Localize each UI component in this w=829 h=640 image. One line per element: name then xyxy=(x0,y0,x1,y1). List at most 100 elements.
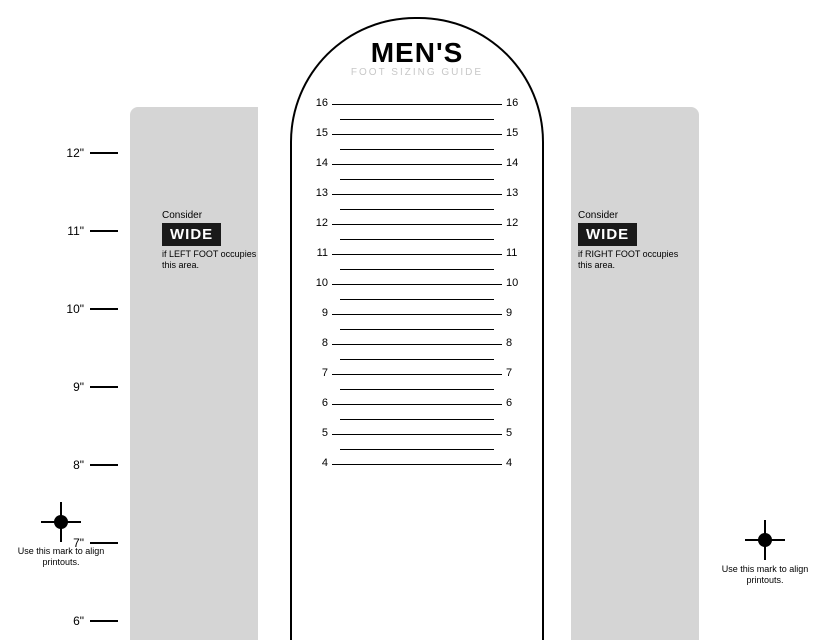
size-label-right: 14 xyxy=(506,157,530,169)
size-row: 77 xyxy=(292,374,542,389)
size-row: 1515 xyxy=(292,134,542,149)
wide-callout-right: Consider WIDE if RIGHT FOOT occupies thi… xyxy=(578,210,688,272)
wide-callout-left: Consider WIDE if LEFT FOOT occupies this… xyxy=(162,210,272,272)
ruler-tick: 11" xyxy=(90,230,118,232)
consider-label: Consider xyxy=(162,210,272,221)
size-line xyxy=(332,134,502,135)
size-row: 55 xyxy=(292,434,542,449)
subtitle: FOOT SIZING GUIDE xyxy=(292,67,542,78)
wide-panel-left xyxy=(130,107,258,640)
size-row: 1616 xyxy=(292,104,542,119)
crosshair-icon xyxy=(41,502,81,542)
foot-outline: MEN'S FOOT SIZING GUIDE 1616151514141313… xyxy=(290,17,544,640)
size-label-left: 8 xyxy=(304,337,328,349)
size-label-right: 5 xyxy=(506,427,530,439)
size-line xyxy=(332,224,502,225)
ruler-label: 10" xyxy=(66,302,84,316)
size-label-left: 12 xyxy=(304,217,328,229)
align-text: Use this mark to align printouts. xyxy=(720,564,810,586)
size-row-half xyxy=(292,239,542,254)
size-row-half xyxy=(292,149,542,164)
size-row-half xyxy=(292,269,542,284)
title: MEN'S xyxy=(292,37,542,69)
size-line xyxy=(332,254,502,255)
size-line xyxy=(332,104,502,105)
size-row: 99 xyxy=(292,314,542,329)
size-row-half xyxy=(292,209,542,224)
wide-badge: WIDE xyxy=(578,223,637,246)
size-half-line xyxy=(340,419,494,420)
ruler-tick: 10" xyxy=(90,308,118,310)
size-row: 44 xyxy=(292,464,542,479)
wide-blurb-right: if RIGHT FOOT occupies this area. xyxy=(578,249,688,272)
size-half-line xyxy=(340,359,494,360)
size-half-line xyxy=(340,329,494,330)
size-row: 66 xyxy=(292,404,542,419)
size-row-half xyxy=(292,119,542,134)
size-row: 1111 xyxy=(292,254,542,269)
size-line xyxy=(332,344,502,345)
ruler-tick: 12" xyxy=(90,152,118,154)
size-half-line xyxy=(340,149,494,150)
size-row: 1212 xyxy=(292,224,542,239)
size-label-right: 7 xyxy=(506,367,530,379)
size-label-right: 10 xyxy=(506,277,530,289)
foot-sizing-guide: 12"11"10"9"8"7"6" MEN'S FOOT SIZING GUID… xyxy=(0,0,829,640)
size-label-right: 4 xyxy=(506,457,530,469)
consider-label: Consider xyxy=(578,210,688,221)
size-row: 1313 xyxy=(292,194,542,209)
ruler-tick: 9" xyxy=(90,386,118,388)
size-label-left: 11 xyxy=(304,247,328,259)
size-label-right: 12 xyxy=(506,217,530,229)
wide-blurb-left: if LEFT FOOT occupies this area. xyxy=(162,249,272,272)
size-row-half xyxy=(292,419,542,434)
size-row-half xyxy=(292,179,542,194)
size-row-half xyxy=(292,359,542,374)
size-line xyxy=(332,374,502,375)
size-label-left: 9 xyxy=(304,307,328,319)
ruler-label: 8" xyxy=(73,458,84,472)
size-half-line xyxy=(340,179,494,180)
size-label-right: 6 xyxy=(506,397,530,409)
wide-badge: WIDE xyxy=(162,223,221,246)
size-label-right: 16 xyxy=(506,97,530,109)
size-label-left: 15 xyxy=(304,127,328,139)
size-half-line xyxy=(340,239,494,240)
size-row: 1010 xyxy=(292,284,542,299)
align-mark-right: Use this mark to align printouts. xyxy=(720,520,810,586)
size-half-line xyxy=(340,449,494,450)
size-row-half xyxy=(292,329,542,344)
ruler-label: 6" xyxy=(73,614,84,628)
size-row: 88 xyxy=(292,344,542,359)
size-half-line xyxy=(340,119,494,120)
size-line xyxy=(332,404,502,405)
ruler-tick: 6" xyxy=(90,620,118,622)
wide-panel-right xyxy=(571,107,699,640)
ruler-label: 9" xyxy=(73,380,84,394)
align-text: Use this mark to align printouts. xyxy=(16,546,106,568)
ruler-label: 12" xyxy=(66,146,84,160)
size-row-half xyxy=(292,389,542,404)
size-label-right: 15 xyxy=(506,127,530,139)
ruler-label: 11" xyxy=(67,224,84,238)
size-half-line xyxy=(340,299,494,300)
size-label-left: 16 xyxy=(304,97,328,109)
size-half-line xyxy=(340,209,494,210)
size-label-right: 8 xyxy=(506,337,530,349)
size-half-line xyxy=(340,269,494,270)
ruler-tick: 8" xyxy=(90,464,118,466)
size-line xyxy=(332,314,502,315)
size-label-left: 4 xyxy=(304,457,328,469)
size-line xyxy=(332,434,502,435)
size-label-right: 13 xyxy=(506,187,530,199)
size-label-left: 5 xyxy=(304,427,328,439)
size-label-right: 11 xyxy=(506,247,530,259)
size-label-left: 7 xyxy=(304,367,328,379)
size-label-left: 6 xyxy=(304,397,328,409)
size-label-left: 10 xyxy=(304,277,328,289)
size-line xyxy=(332,464,502,465)
size-line xyxy=(332,284,502,285)
crosshair-icon xyxy=(745,520,785,560)
size-label-left: 13 xyxy=(304,187,328,199)
size-half-line xyxy=(340,389,494,390)
